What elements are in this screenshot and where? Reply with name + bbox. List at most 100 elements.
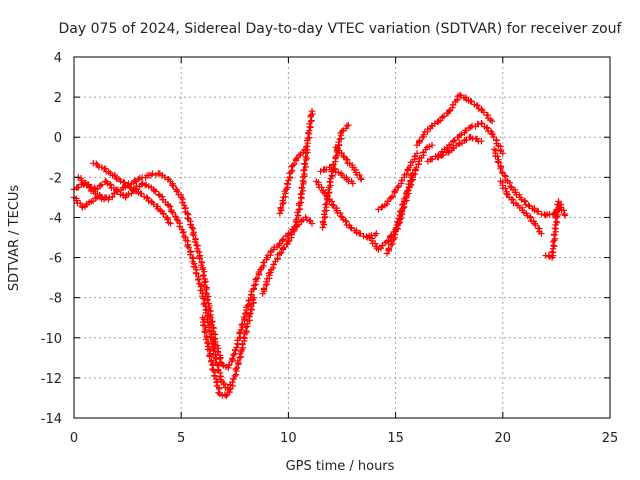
data-point [307,112,314,119]
data-point [155,191,162,198]
chart-title: Day 075 of 2024, Sidereal Day-to-day VTE… [59,21,623,37]
data-point [238,321,245,329]
data-point [206,353,213,360]
data-point [168,208,175,215]
data-point [484,125,491,132]
data-point [160,210,167,218]
data-point [208,341,216,348]
data-point [135,176,142,183]
data-point [456,91,464,99]
series-track-12 [332,144,365,183]
data-point [498,169,506,176]
data-point [332,154,339,161]
data-point [202,289,209,297]
data-point [323,193,330,201]
data-point [525,202,532,209]
data-point [299,173,307,181]
data-point [279,197,286,204]
data-point [495,159,502,166]
data-point [391,188,398,195]
data-point [278,249,285,256]
data-point [455,140,463,148]
data-point [252,276,259,283]
data-point [323,200,330,207]
data-point [201,268,208,275]
data-point [347,224,354,231]
data-point [357,175,364,182]
data-point [446,107,453,115]
data-point [385,245,393,252]
data-point [226,361,233,368]
data-point [184,215,191,222]
data-point [451,137,458,144]
data-point [403,171,411,178]
data-point [420,131,427,138]
data-point [208,365,216,373]
data-point [204,313,212,320]
data-point [389,193,397,200]
data-point [207,314,215,321]
data-point [303,216,311,223]
data-point [491,146,498,153]
data-point [169,182,176,189]
data-point [561,212,569,219]
data-point [190,232,197,239]
data-point [98,181,106,188]
series-track-3 [90,160,174,227]
data-point [289,162,296,169]
data-point [210,324,218,332]
data-point [399,201,407,208]
x-tick-label: 20 [495,431,512,446]
data-point [195,276,202,284]
x-tick-label: 0 [70,431,78,446]
data-point [413,164,420,171]
y-tick-label: 2 [54,91,62,106]
data-point [440,112,448,120]
data-point [296,205,304,213]
data-point [293,216,300,223]
data-point [317,168,324,175]
data-point [356,171,363,179]
data-point [295,152,303,159]
y-tick-label: -6 [49,252,62,267]
data-point [499,150,506,157]
data-point [548,248,556,256]
data-point [220,381,227,388]
data-point [93,160,100,167]
plot-frame [73,56,611,419]
data-point [193,270,200,277]
data-point [501,172,508,179]
data-point [166,203,174,210]
data-point [488,118,496,125]
data-point [152,188,159,195]
data-point [169,209,176,216]
data-point [185,244,193,251]
data-point [551,225,558,232]
series-track-15 [366,170,416,253]
series-track-1 [70,170,283,372]
y-tick-label: -8 [49,292,62,307]
series-track-5 [199,314,236,400]
data-point [394,218,401,225]
data-point [338,213,345,220]
data-point [416,137,423,144]
data-point [526,213,534,221]
data-point [322,201,329,208]
y-axis-label: SDTVAR / TECUs [7,185,22,292]
series-track-16 [413,91,496,149]
data-point [301,166,308,174]
data-point [308,117,315,124]
x-tick-label: 5 [177,431,185,446]
data-point [428,142,436,149]
data-point [450,137,457,145]
data-point [215,389,222,396]
data-point [388,232,395,239]
data-point [233,364,241,372]
data-point [328,201,336,208]
data-point [232,365,239,373]
data-point [338,128,346,135]
data-point [279,245,287,252]
y-tick-label: -12 [41,372,62,387]
